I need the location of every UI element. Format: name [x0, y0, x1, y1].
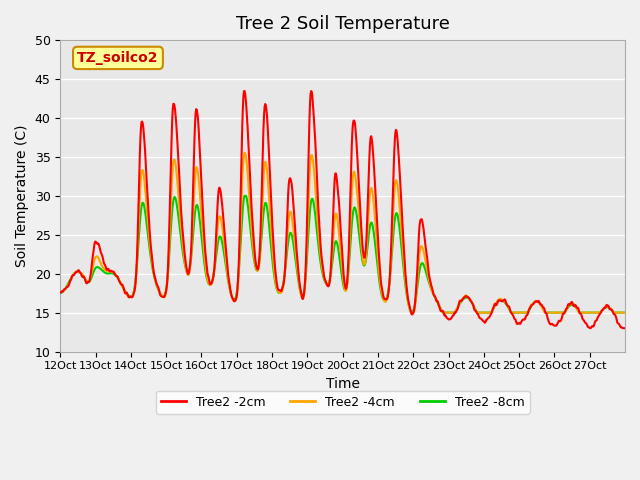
Text: TZ_soilco2: TZ_soilco2 — [77, 51, 159, 65]
Legend: Tree2 -2cm, Tree2 -4cm, Tree2 -8cm: Tree2 -2cm, Tree2 -4cm, Tree2 -8cm — [156, 391, 530, 414]
Y-axis label: Soil Temperature (C): Soil Temperature (C) — [15, 125, 29, 267]
X-axis label: Time: Time — [326, 377, 360, 391]
Title: Tree 2 Soil Temperature: Tree 2 Soil Temperature — [236, 15, 449, 33]
